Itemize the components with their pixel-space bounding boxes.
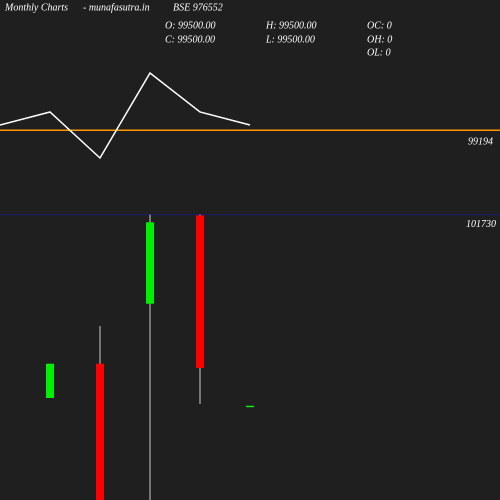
price-line — [0, 71, 251, 160]
candle-body — [96, 363, 104, 500]
candle-body — [196, 215, 204, 368]
candle-body — [46, 363, 54, 398]
candle-body — [146, 222, 154, 304]
chart-title: Monthly Charts — [4, 2, 68, 13]
ohlc-oh: OH: 0 — [367, 34, 392, 45]
ohlc-high: H: 99500.00 — [265, 20, 317, 31]
site-name: - munafasutra.in — [83, 2, 150, 13]
symbol: BSE 976552 — [173, 2, 223, 13]
ohlc-open: O: 99500.00 — [165, 20, 216, 31]
ohlc-close: C: 99500.00 — [165, 34, 215, 45]
reference-label: 101730 — [466, 219, 496, 230]
candle-body — [246, 405, 254, 408]
ohlc-low: L: 99500.00 — [265, 34, 315, 45]
reference-label: 99194 — [468, 137, 493, 148]
ohlc-ol: OL: 0 — [367, 47, 391, 58]
ohlc-oc: OC: 0 — [367, 20, 392, 31]
